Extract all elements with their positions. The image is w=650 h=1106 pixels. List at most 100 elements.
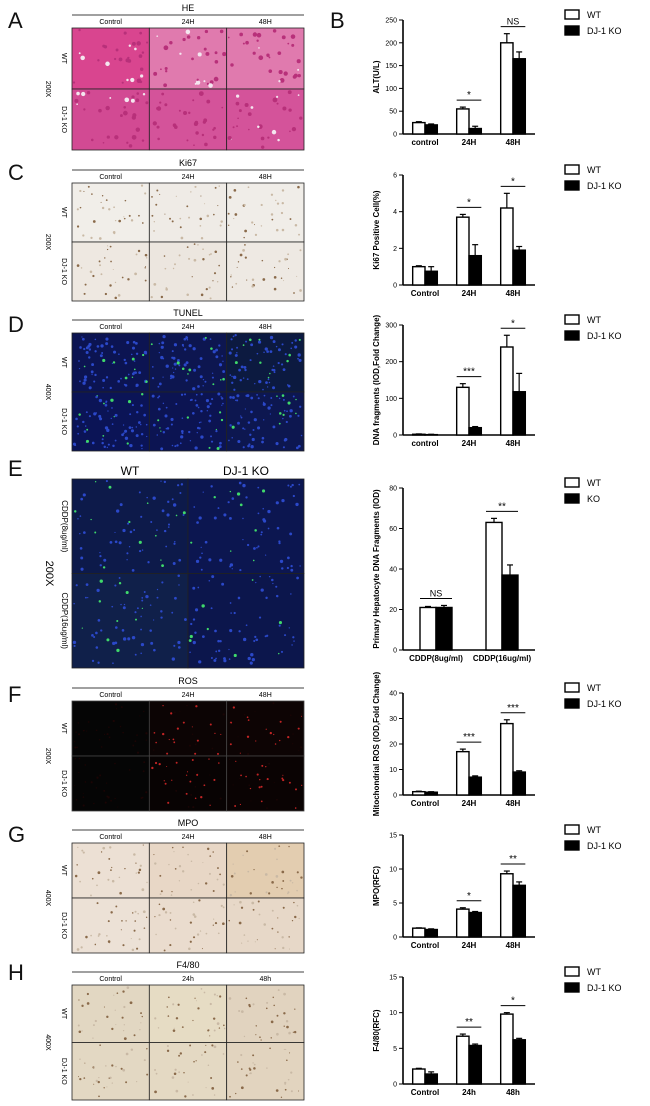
bar xyxy=(424,1073,439,1085)
y-tick-label: 10 xyxy=(389,767,397,774)
x-tick-label: 24h xyxy=(462,1088,476,1097)
cell-dot xyxy=(198,421,201,424)
cell-dot xyxy=(169,217,172,220)
cell-dot xyxy=(294,339,297,342)
cell-dot xyxy=(208,579,211,582)
cell-dot xyxy=(259,361,262,364)
cell-dot xyxy=(221,106,224,109)
y-tick-label: 0 xyxy=(393,1082,397,1089)
cell-dot xyxy=(134,342,138,345)
cell-dot xyxy=(212,924,214,926)
cell-dot xyxy=(159,893,162,896)
cell-dot xyxy=(296,275,298,277)
bar xyxy=(424,124,439,135)
cell-dot xyxy=(233,611,236,615)
cell-dot xyxy=(131,635,136,640)
cell-dot xyxy=(204,540,208,544)
cell-dot xyxy=(99,1044,101,1046)
cell-dot xyxy=(210,485,213,488)
cell-dot xyxy=(235,399,237,402)
cell-dot xyxy=(212,851,214,853)
cell-dot xyxy=(260,588,264,592)
bar xyxy=(424,928,439,938)
cell-dot xyxy=(201,635,205,638)
cell-dot xyxy=(121,1016,124,1019)
cell-dot xyxy=(145,732,148,735)
cell-dot xyxy=(185,379,188,382)
cell-dot xyxy=(188,368,192,372)
cell-dot xyxy=(215,428,218,431)
cell-dot xyxy=(170,374,173,378)
cell-dot xyxy=(234,334,237,337)
cell-dot xyxy=(194,743,197,746)
cell-dot xyxy=(285,420,288,424)
cell-dot xyxy=(287,735,290,739)
micrograph-tile xyxy=(148,1042,228,1101)
cell-dot xyxy=(219,995,222,998)
cell-dot xyxy=(280,1096,283,1098)
cell-dot xyxy=(203,784,206,787)
micrograph-tile xyxy=(226,88,305,151)
cell-dot xyxy=(204,336,207,339)
cell-dot xyxy=(203,118,208,123)
cell-dot xyxy=(133,360,136,362)
y-tick-label: 150 xyxy=(385,63,397,70)
cell-dot xyxy=(111,879,115,883)
cell-dot xyxy=(165,427,168,430)
x-tick-label: Control xyxy=(411,1088,439,1097)
cell-dot xyxy=(249,1072,252,1075)
cell-dot xyxy=(112,269,114,271)
cell-dot xyxy=(251,579,254,581)
cell-dot xyxy=(164,414,168,418)
cell-dot xyxy=(160,295,164,299)
cell-dot xyxy=(128,144,133,148)
cell-dot xyxy=(229,743,232,746)
cell-dot xyxy=(188,947,191,951)
micrograph-tile xyxy=(71,241,150,302)
cell-dot xyxy=(140,652,142,655)
cell-dot xyxy=(86,730,88,732)
cell-dot xyxy=(174,596,177,600)
cell-dot xyxy=(174,927,177,930)
magnification-label: 400X xyxy=(44,1034,51,1051)
cell-dot xyxy=(122,528,126,533)
cell-dot xyxy=(298,917,300,920)
cell-dot xyxy=(118,353,120,355)
cell-dot xyxy=(134,910,137,913)
cell-dot xyxy=(298,749,300,752)
cell-dot xyxy=(103,1087,105,1089)
column-label: Control xyxy=(99,19,122,26)
cell-dot xyxy=(100,629,103,632)
cell-dot xyxy=(85,439,90,443)
row-label: DJ-1 KO xyxy=(60,106,67,133)
cell-dot xyxy=(146,257,148,259)
cell-dot xyxy=(135,426,138,428)
cell-dot xyxy=(284,634,287,637)
cell-dot xyxy=(160,890,163,893)
cell-dot xyxy=(137,871,141,874)
cell-dot xyxy=(296,576,299,580)
cell-dot xyxy=(76,225,80,228)
cell-dot xyxy=(79,1058,81,1060)
cell-dot xyxy=(235,760,237,762)
cell-dot xyxy=(231,568,233,570)
cell-dot xyxy=(174,263,176,266)
cell-dot xyxy=(135,434,139,438)
cell-dot xyxy=(79,1078,82,1081)
cell-dot xyxy=(104,403,108,407)
cell-dot xyxy=(246,279,248,281)
cell-dot xyxy=(290,1071,293,1074)
cell-dot xyxy=(109,284,112,287)
x-tick-label: CDDP(16ug/ml) xyxy=(473,654,532,663)
cell-dot xyxy=(295,788,297,791)
cell-dot xyxy=(291,43,295,47)
cell-dot xyxy=(249,433,252,436)
cell-dot xyxy=(161,92,165,96)
cell-dot xyxy=(180,483,184,486)
cell-dot xyxy=(167,801,170,804)
cell-dot xyxy=(168,996,170,999)
cell-dot xyxy=(297,727,300,730)
cell-dot xyxy=(193,1060,195,1063)
cell-dot xyxy=(112,719,115,723)
cell-dot xyxy=(205,1044,207,1046)
